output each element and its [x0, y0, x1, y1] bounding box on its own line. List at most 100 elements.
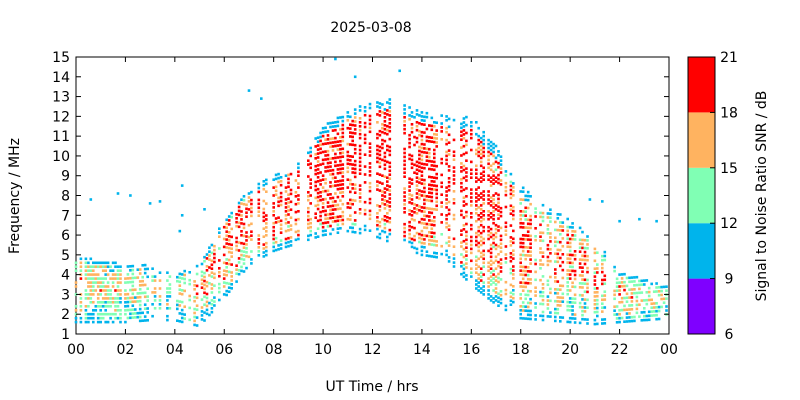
data-point: [492, 297, 495, 300]
data-point: [541, 211, 545, 215]
data-point: [294, 238, 298, 242]
data-point: [526, 198, 530, 202]
data-point: [87, 277, 90, 280]
data-point: [339, 207, 342, 210]
data-point: [477, 150, 480, 154]
data-point: [521, 198, 525, 201]
data-point: [92, 320, 95, 324]
data-point: [413, 218, 416, 222]
data-point: [99, 316, 102, 320]
data-point: [326, 161, 330, 165]
data-point: [487, 138, 490, 142]
data-point: [334, 136, 337, 140]
data-point: [568, 289, 572, 292]
data-point: [445, 158, 448, 162]
data-point: [339, 159, 342, 163]
data-point: [336, 148, 340, 151]
data-point: [336, 116, 340, 120]
data-point: [94, 277, 98, 280]
data-point: [433, 251, 436, 255]
data-point: [136, 300, 140, 303]
data-point: [208, 266, 211, 269]
data-point: [240, 234, 243, 237]
data-point: [541, 291, 545, 294]
data-point: [512, 296, 515, 300]
data-point: [386, 216, 389, 219]
data-point: [240, 265, 243, 269]
data-point: [561, 296, 565, 300]
data-point: [643, 279, 646, 282]
data-point: [519, 285, 522, 288]
data-point: [329, 181, 332, 184]
data-point: [368, 209, 372, 213]
data-point: [138, 319, 142, 323]
data-point: [297, 170, 300, 174]
data-point: [475, 148, 478, 152]
data-point: [408, 193, 411, 196]
data-point: [435, 176, 438, 180]
data-point: [581, 274, 584, 277]
data-point: [440, 161, 443, 165]
data-point: [418, 189, 421, 192]
data-point: [546, 279, 550, 283]
data-point: [195, 316, 199, 319]
data-point: [475, 200, 478, 203]
data-point: [578, 274, 582, 277]
data-point: [573, 238, 577, 241]
data-point: [524, 317, 527, 320]
data-point: [487, 214, 490, 217]
data-point: [316, 164, 320, 167]
data-point: [504, 253, 508, 256]
data-point: [477, 285, 480, 288]
data-point: [425, 115, 429, 119]
data-point: [561, 229, 565, 232]
data-point: [470, 168, 473, 172]
data-point: [319, 191, 322, 194]
data-point: [353, 223, 357, 226]
data-point: [101, 285, 105, 288]
data-point: [571, 222, 574, 225]
data-point: [111, 273, 115, 276]
data-point: [452, 178, 456, 181]
data-point: [497, 217, 500, 220]
data-point: [297, 202, 300, 205]
data-point: [650, 310, 653, 313]
data-point: [613, 297, 616, 301]
data-point: [618, 273, 621, 276]
data-point: [349, 190, 352, 194]
data-point: [376, 219, 379, 223]
data-point: [539, 263, 542, 266]
data-point: [497, 253, 500, 256]
data-point: [433, 216, 436, 219]
data-point: [586, 318, 589, 321]
data-point: [482, 198, 485, 201]
data-point: [581, 294, 584, 297]
data-point: [381, 217, 384, 221]
data-point: [326, 122, 330, 125]
data-point: [470, 200, 473, 203]
data-point: [447, 169, 451, 172]
data-point: [541, 263, 545, 266]
data-point: [665, 285, 668, 288]
data-point: [111, 281, 115, 284]
data-point: [566, 281, 569, 284]
data-point: [573, 257, 577, 261]
data-point: [353, 116, 357, 119]
data-point: [529, 270, 532, 273]
data-point: [96, 312, 100, 316]
data-point: [470, 267, 473, 270]
data-point: [620, 308, 624, 312]
data-point: [554, 220, 557, 224]
data-point: [423, 143, 426, 146]
data-point: [435, 129, 438, 132]
data-point: [475, 152, 478, 156]
data-point: [262, 219, 266, 223]
data-point: [334, 216, 337, 219]
data-point: [430, 255, 434, 258]
data-point: [153, 291, 157, 294]
data-point: [571, 281, 574, 285]
data-point: [166, 279, 169, 282]
data-point: [200, 282, 204, 285]
data-point: [368, 185, 372, 189]
data-point: [497, 276, 500, 280]
